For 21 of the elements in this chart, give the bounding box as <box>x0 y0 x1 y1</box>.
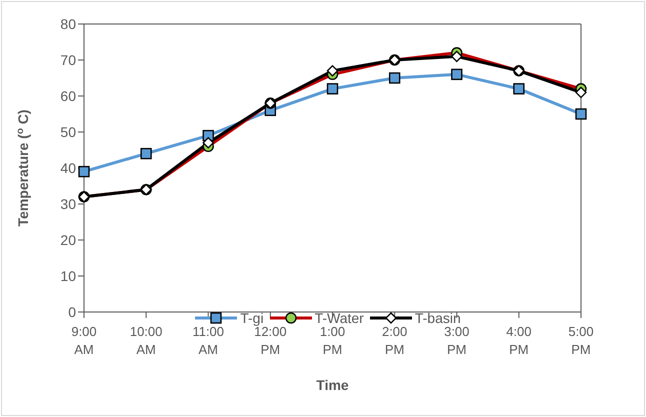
y-tick-label: 20 <box>60 232 76 248</box>
legend-label: T-gi <box>240 310 264 326</box>
x-tick-label: 2:00 PM <box>382 324 408 357</box>
y-tick-label: 70 <box>60 52 76 68</box>
x-tick-label: 10:00 AM <box>130 324 162 357</box>
y-tick-label: 0 <box>68 304 76 320</box>
y-tick-label: 80 <box>60 16 76 32</box>
y-tick-label: 50 <box>60 124 76 140</box>
x-tick-label: 5:00 PM <box>568 324 594 357</box>
y-tick-label: 10 <box>60 268 76 284</box>
x-tick-label: 4:00 PM <box>506 324 532 357</box>
x-axis-title: Time <box>316 377 349 393</box>
x-tick-label: 1:00 PM <box>320 324 346 357</box>
legend-label: T-Water <box>314 310 364 326</box>
legend-label: T-basin <box>414 310 461 326</box>
y-tick-label: 40 <box>60 160 76 176</box>
y-tick-label: 60 <box>60 88 76 104</box>
x-tick-label: 11:00 AM <box>192 324 224 357</box>
y-tick-label: 30 <box>60 196 76 212</box>
x-tick-label: 9:00 AM <box>71 324 97 357</box>
x-tick-label: 3:00 PM <box>444 324 470 357</box>
